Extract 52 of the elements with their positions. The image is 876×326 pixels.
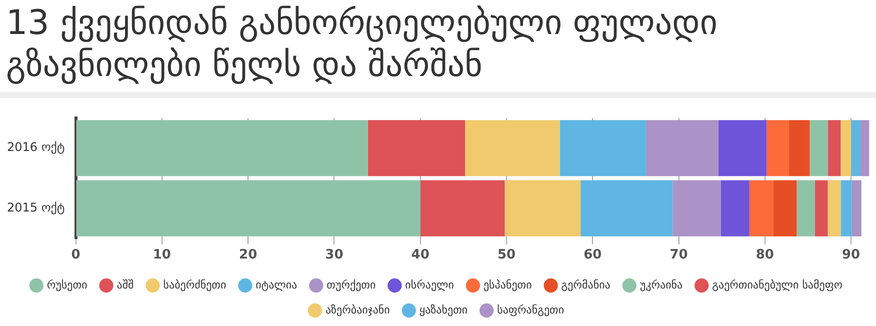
legend-label: აშშ (116, 278, 134, 292)
bar (796, 180, 815, 236)
bar (749, 180, 774, 236)
legend-label: იტალია (256, 278, 298, 292)
bar (852, 180, 862, 236)
x-tick-label: 70 (670, 248, 688, 263)
bar (465, 120, 560, 176)
x-tick-label: 20 (239, 248, 258, 263)
bar (789, 120, 810, 176)
legend-label: რუსეთი (46, 278, 88, 292)
legend-label: ესპანეთი (483, 278, 532, 292)
bar (718, 120, 767, 176)
bar (560, 120, 646, 176)
x-tick-label: 90 (842, 248, 860, 263)
legend-label: საფრანგეთი (497, 303, 564, 316)
x-tick-label: 60 (584, 248, 602, 263)
x-tick-label: 80 (756, 248, 774, 263)
bar (76, 180, 420, 236)
bar (420, 180, 505, 236)
bar (840, 180, 852, 236)
chart-title: 13 ქვეყნიდან განხორციელებული ფულადი გზავნილები წელს და შარშან (6, 2, 719, 86)
bar (720, 180, 750, 236)
x-tick-label: 30 (325, 248, 344, 263)
legend-label: გერმანია (561, 278, 611, 292)
bar (840, 120, 852, 176)
legend-label: ყაზახეთი (419, 303, 468, 316)
bar (810, 120, 828, 176)
bar (774, 180, 797, 236)
bar (828, 180, 841, 236)
legend-label: აზერბაიჯანი (325, 303, 390, 316)
bar (766, 120, 790, 176)
bar (368, 120, 466, 176)
legend-label: თურქეთი (326, 278, 376, 292)
bar (646, 120, 718, 176)
x-tick-label: 10 (152, 248, 171, 263)
legend-label: გაერთიანებული სამეფო (712, 278, 843, 292)
bar (672, 180, 721, 236)
bar (504, 180, 581, 236)
x-tick-label: 0 (71, 248, 80, 263)
bar (814, 180, 828, 236)
bar (828, 120, 841, 176)
x-tick-label: 40 (411, 248, 430, 263)
bar (76, 120, 368, 176)
x-tick-label: 50 (497, 248, 516, 263)
y-tick-label: 2015 ოქტ (6, 200, 65, 214)
bar (580, 180, 673, 236)
legend-label: უკრაინა (640, 278, 684, 292)
bar (851, 120, 861, 176)
legend-label: საბერძნეთი (163, 278, 226, 292)
y-tick-label: 2016 ოქტ (6, 140, 65, 154)
legend-label: ისრაელი (405, 278, 454, 292)
bar (860, 120, 870, 176)
